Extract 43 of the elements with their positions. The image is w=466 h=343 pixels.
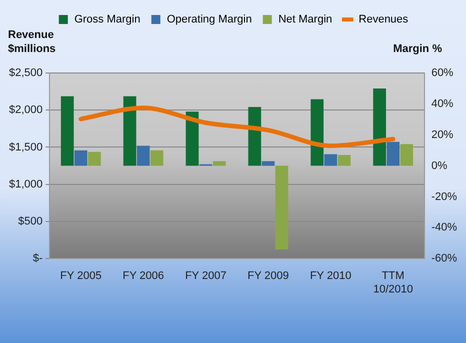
bar (400, 144, 414, 166)
bar (123, 96, 136, 166)
x-tick-label: FY 2005 (60, 270, 102, 282)
y-tick-label: $- (32, 252, 43, 265)
y-tick-label: $500 (18, 216, 43, 228)
bar (310, 99, 324, 166)
bar (324, 154, 338, 166)
y2-tick-label: -20% (431, 190, 458, 203)
bar (212, 161, 226, 166)
y2-tick-label: 20% (431, 128, 454, 141)
y2-tick-label: 0% (431, 160, 448, 172)
y2-tick-label: -60% (431, 252, 458, 265)
y-tick-label: $1,000 (8, 178, 43, 190)
legend-label: Operating Margin (166, 14, 252, 26)
line-series (78, 106, 396, 148)
y2-axis-title: Margin % (393, 43, 442, 56)
y-tick-label: $2,500 (8, 67, 43, 80)
bar (386, 142, 400, 166)
legend-label: Revenues (358, 14, 409, 26)
x-tick-label: FY 2010 (310, 270, 352, 282)
bar (186, 112, 199, 166)
bar (60, 96, 74, 166)
x-tick-label: FY 2009 (248, 270, 289, 282)
y2-tick-label: -40% (431, 222, 458, 234)
y2-tick-label: 40% (431, 98, 454, 110)
bar (248, 107, 262, 166)
bar (338, 154, 351, 166)
y-tick-label: $1,500 (8, 141, 43, 154)
bar (275, 166, 288, 250)
bar (88, 152, 101, 166)
legend-label: Gross Margin (74, 14, 140, 26)
bar (262, 161, 275, 166)
x-tick-label: TTM 10/2010 (373, 270, 413, 296)
legend-label: Net Margin (278, 14, 332, 26)
bar (150, 150, 164, 166)
x-tick-label: FY 2007 (185, 270, 226, 282)
y2-tick-label: 60% (431, 67, 454, 80)
bar (136, 146, 150, 166)
bar (74, 150, 88, 166)
bar (373, 88, 386, 166)
y-axis-title: Revenue $millions (8, 29, 56, 56)
x-tick-label: FY 2006 (122, 270, 164, 282)
y-tick-label: $2,000 (8, 104, 43, 116)
